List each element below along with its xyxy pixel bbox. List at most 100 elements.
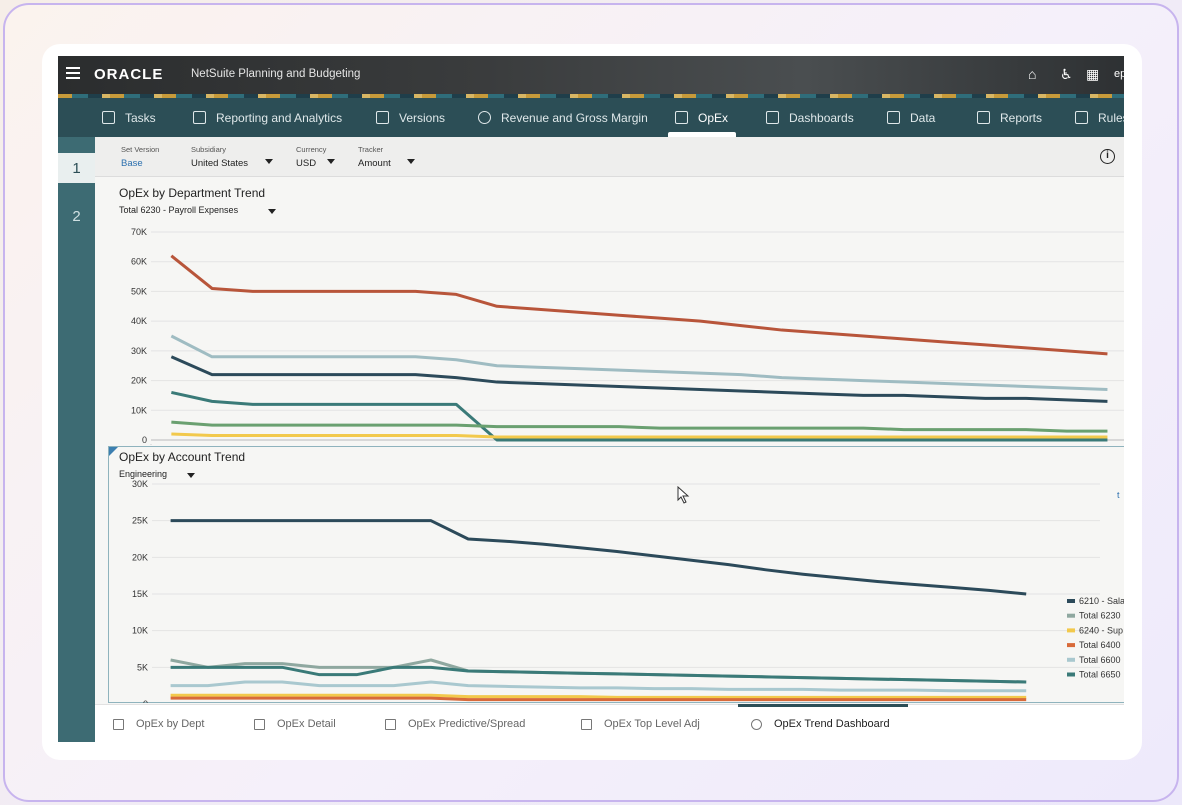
legend-label: Total 6230 xyxy=(1079,611,1121,621)
y-tick-label: 50K xyxy=(131,286,147,296)
oracle-logo: ORACLE xyxy=(94,66,164,83)
y-tick-label: 40K xyxy=(131,316,147,326)
nav-label: Data xyxy=(910,110,936,125)
y-tick-label: 0 xyxy=(142,435,147,445)
chevron-down-icon[interactable] xyxy=(327,159,335,164)
home-icon[interactable]: ⌂ xyxy=(1028,66,1037,82)
nav-reports[interactable]: Reports xyxy=(977,98,1042,137)
chevron-down-icon[interactable] xyxy=(265,159,273,164)
filter-label: Currency xyxy=(296,145,327,154)
tab-opex-predictive-spread[interactable]: OpEx Predictive/Spread xyxy=(385,705,525,742)
nav-label: Rules xyxy=(1098,110,1124,125)
account-trend-panel xyxy=(108,446,1124,703)
chart1-selector[interactable]: Total 6230 - Payroll Expenses xyxy=(119,205,239,215)
legend-label: Total 6400 xyxy=(1079,640,1121,650)
opex-icon xyxy=(675,111,688,124)
rules-icon xyxy=(1075,111,1088,124)
form-icon xyxy=(385,718,396,730)
dept-trend-panel xyxy=(95,178,1124,445)
filter-currency[interactable]: Currency USD xyxy=(296,145,326,169)
accessibility-icon[interactable]: ♿︎ xyxy=(1060,66,1073,82)
nav-data[interactable]: Data xyxy=(887,98,935,137)
nav-rules[interactable]: Rules xyxy=(1075,98,1124,137)
series-line xyxy=(171,432,1108,439)
series-line xyxy=(171,390,1108,442)
y-tick-label: 20K xyxy=(132,552,148,562)
nav-label: Versions xyxy=(399,110,446,125)
menu-icon[interactable] xyxy=(66,67,80,79)
legend-swatch xyxy=(1067,613,1075,618)
dept-trend-chart: 010K20K30K40K50K60K70KJanFebMarAprMayJun… xyxy=(131,227,1124,445)
mouse-cursor-icon xyxy=(677,486,690,504)
filter-set-version[interactable]: Set Version Base xyxy=(121,145,159,169)
versions-icon xyxy=(376,111,389,124)
user-avatar[interactable]: ep xyxy=(1114,68,1124,80)
series-line xyxy=(170,519,1027,596)
chart2-title: OpEx by Account Trend xyxy=(119,450,246,464)
y-tick-label: 5K xyxy=(137,662,148,672)
series-line xyxy=(170,696,1027,702)
tab-label: OpEx Predictive/Spread xyxy=(408,718,526,730)
tab-opex-detail[interactable]: OpEx Detail xyxy=(254,705,336,742)
nav-label: Reporting and Analytics xyxy=(216,110,343,125)
nav-versions[interactable]: Versions xyxy=(376,98,445,137)
chevron-down-icon[interactable] xyxy=(268,209,276,214)
y-tick-label: 15K xyxy=(132,589,148,599)
filter-value: United States xyxy=(191,158,249,169)
filter-label: Subsidiary xyxy=(191,145,227,154)
y-tick-label: 70K xyxy=(131,227,147,237)
series-line xyxy=(170,693,1027,699)
nav-label: Tasks xyxy=(125,110,156,125)
filter-bar: Set Version Base Subsidiary United State… xyxy=(95,137,1124,177)
dashboards-icon xyxy=(766,111,779,124)
series-line xyxy=(170,254,1108,356)
legend-swatch xyxy=(1067,672,1075,677)
chart2-link[interactable]: t xyxy=(1117,490,1120,500)
chevron-down-icon[interactable] xyxy=(407,159,415,164)
filter-value: Base xyxy=(121,158,143,169)
y-tick-label: 20K xyxy=(131,376,147,386)
y-tick-label: 30K xyxy=(131,346,147,356)
series-line xyxy=(170,680,1027,693)
y-tick-label: 30K xyxy=(132,479,148,489)
series-line xyxy=(170,665,1027,684)
left-rail: 1 2 xyxy=(58,137,95,742)
decorative-stripe xyxy=(58,94,1124,98)
nav-label: Dashboards xyxy=(789,110,854,125)
tab-opex-trend-dashboard[interactable]: OpEx Trend Dashboard xyxy=(751,705,890,742)
y-tick-label: 10K xyxy=(131,405,147,415)
account-trend-chart: 05K10K15K20K25K30KJanFebMarAprMayJunJulA… xyxy=(132,479,1124,703)
app-window: ORACLE NetSuite Planning and Budgeting ⌂… xyxy=(58,56,1124,742)
bottom-tab-active-indicator xyxy=(738,704,908,707)
nav-opex[interactable]: OpEx xyxy=(675,98,728,137)
filter-value: USD xyxy=(296,158,317,169)
nav-revenue-gross-margin[interactable]: Revenue and Gross Margin xyxy=(478,98,648,137)
y-tick-label: 25K xyxy=(132,516,148,526)
legend-label: Total 6600 xyxy=(1079,655,1121,665)
filter-subsidiary[interactable]: Subsidiary United States xyxy=(191,145,248,169)
nav-dashboards[interactable]: Dashboards xyxy=(766,98,854,137)
data-icon xyxy=(887,111,900,124)
tab-opex-top-level-adj[interactable]: OpEx Top Level Adj xyxy=(581,705,700,742)
legend-label: 6210 - Sala xyxy=(1079,596,1124,606)
nav-reporting-analytics[interactable]: Reporting and Analytics xyxy=(193,98,342,137)
legend-label: 6240 - Sup xyxy=(1079,625,1123,635)
tab-label: OpEx Trend Dashboard xyxy=(774,718,890,730)
info-icon[interactable]: i xyxy=(1100,149,1115,164)
legend-swatch xyxy=(1067,599,1075,603)
y-tick-label: 60K xyxy=(131,257,147,267)
filter-label: Tracker xyxy=(358,145,384,154)
chevron-down-icon[interactable] xyxy=(187,473,195,478)
series-line xyxy=(171,420,1108,433)
grid-icon[interactable]: ▦ xyxy=(1086,66,1100,82)
rail-tab-1[interactable]: 1 xyxy=(58,153,95,183)
legend-swatch xyxy=(1067,657,1075,662)
reports-icon xyxy=(977,111,990,124)
nav-tasks[interactable]: Tasks xyxy=(102,98,156,137)
form-icon xyxy=(581,718,592,730)
chart2-selector[interactable]: Engineering xyxy=(119,469,168,479)
dashboard-icon xyxy=(751,718,762,730)
filter-tracker[interactable]: Tracker Amount xyxy=(358,145,391,169)
rail-tab-2[interactable]: 2 xyxy=(72,207,81,225)
tab-opex-by-dept[interactable]: OpEx by Dept xyxy=(113,705,204,742)
